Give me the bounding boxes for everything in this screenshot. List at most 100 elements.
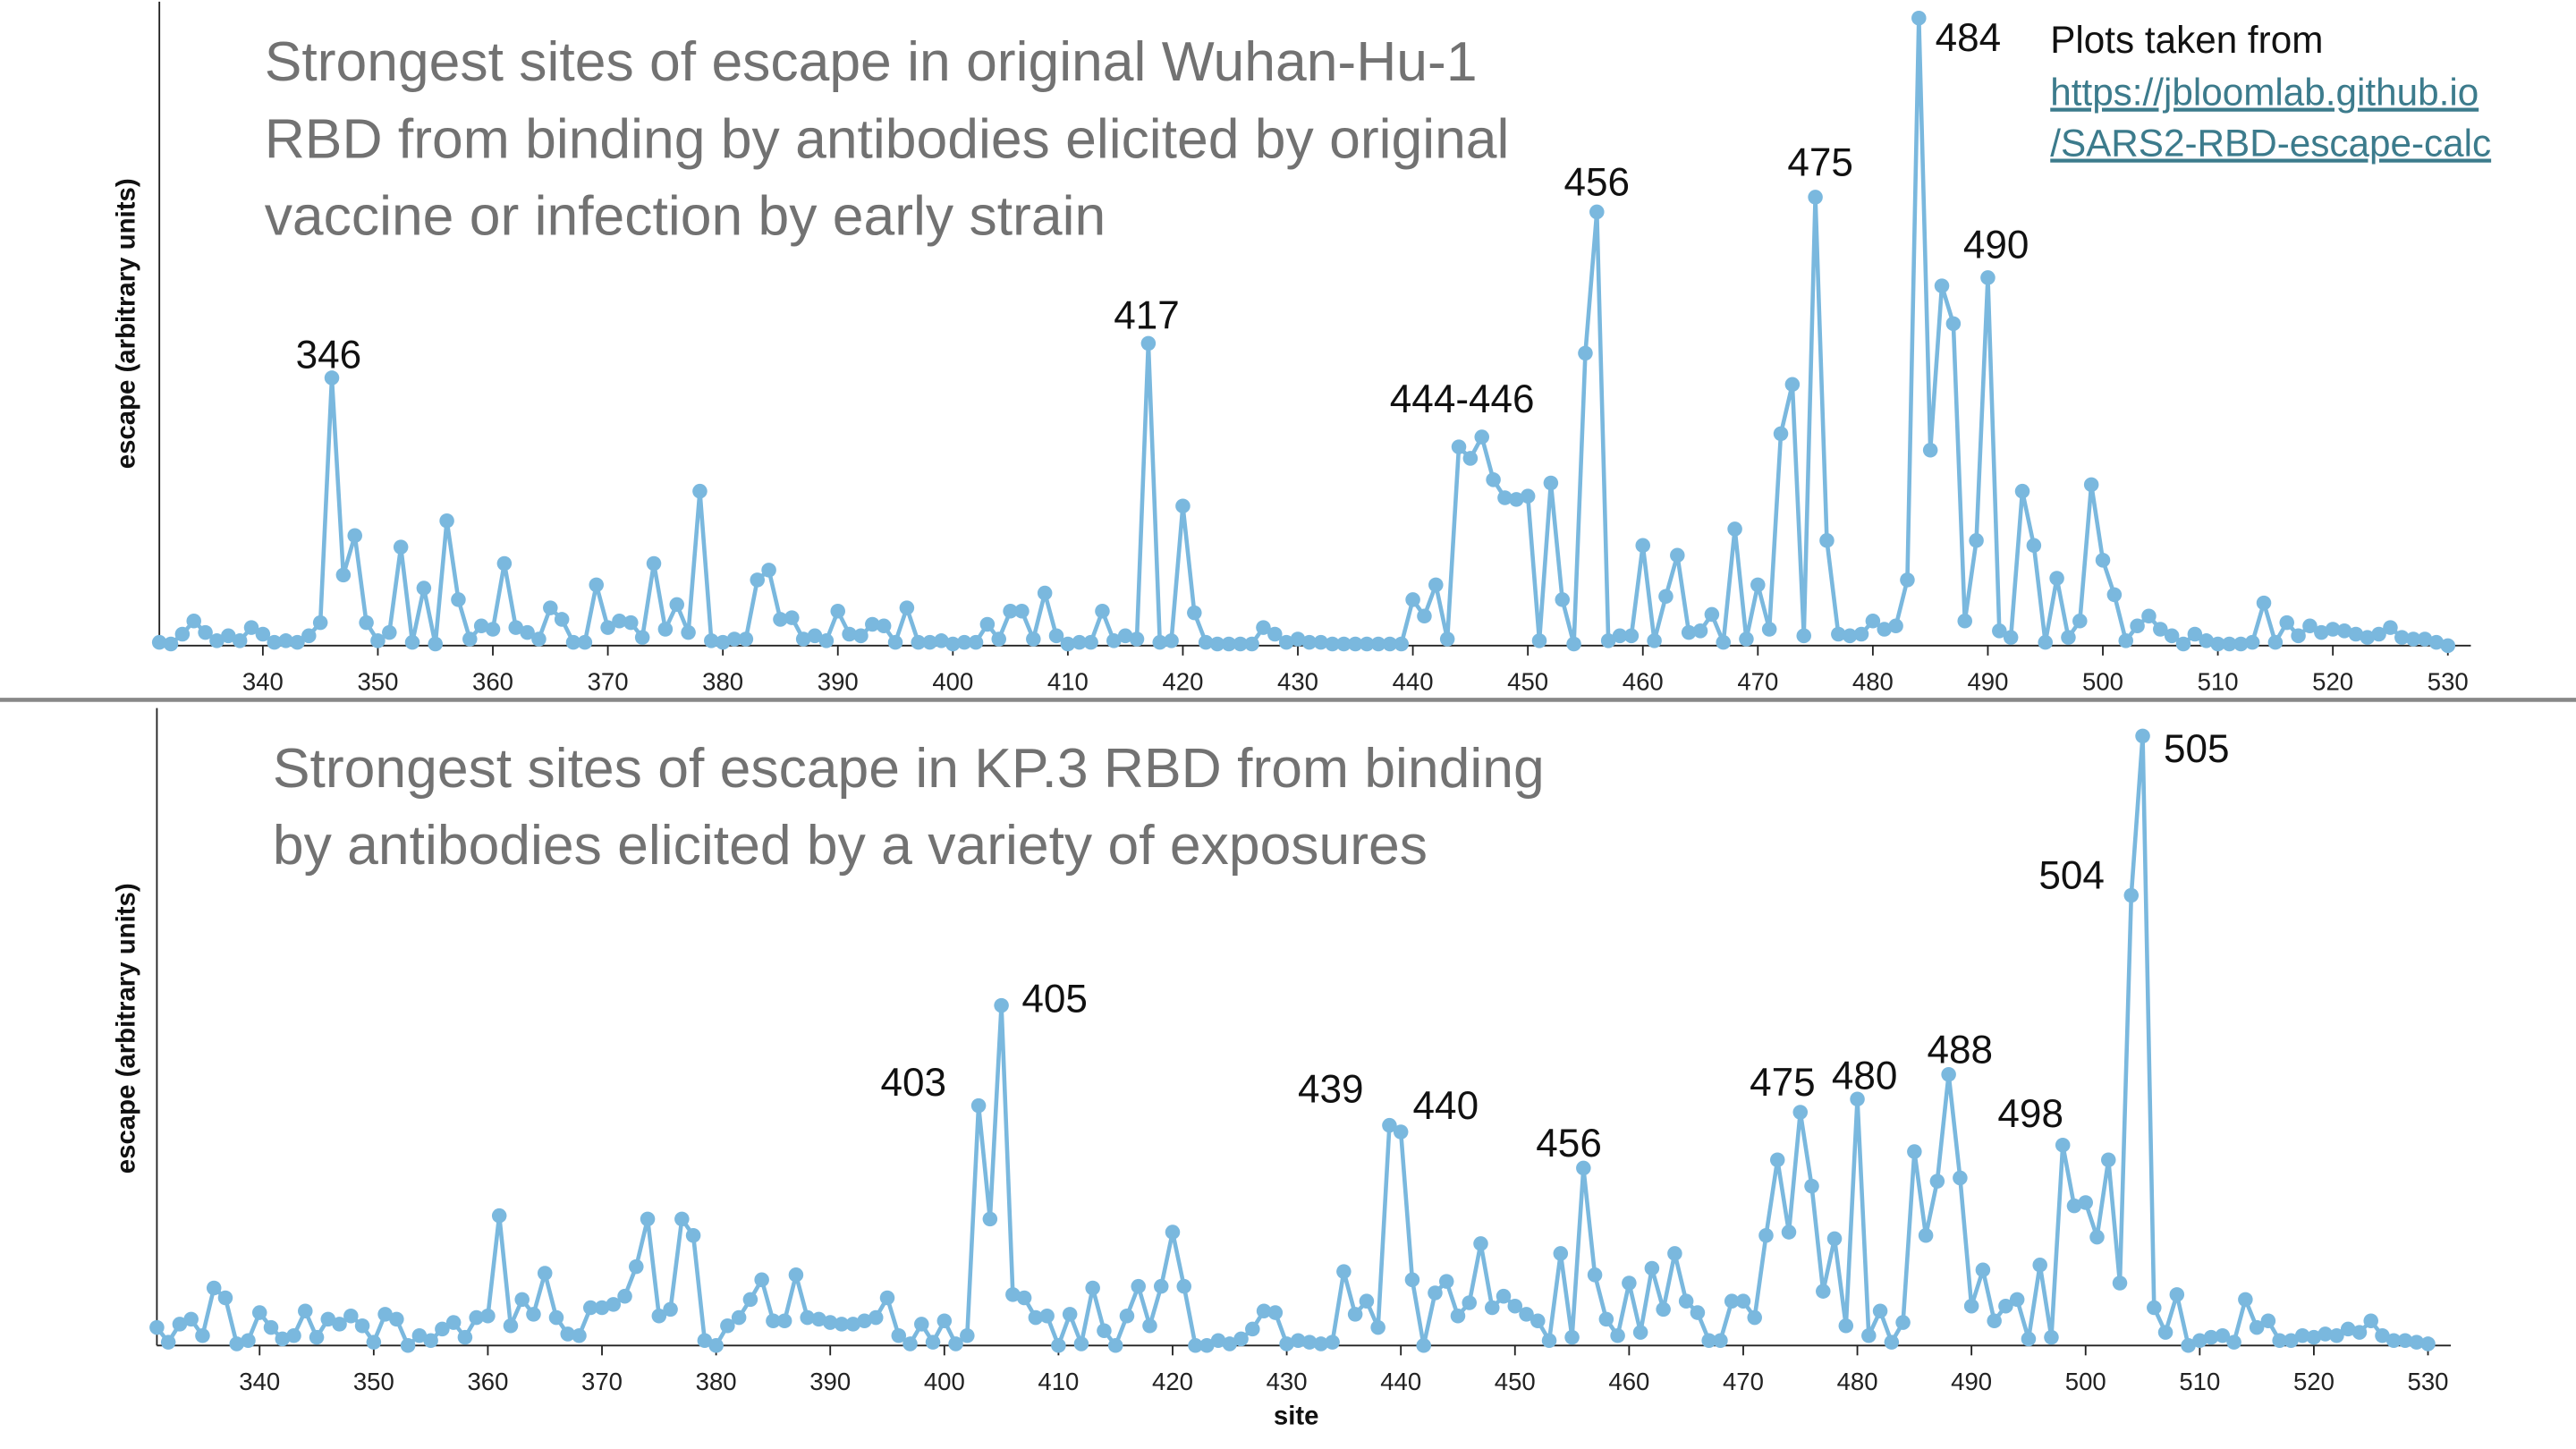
point — [1877, 622, 1892, 637]
point — [876, 618, 892, 634]
point — [899, 600, 915, 615]
point — [865, 616, 880, 632]
x-tick-label: 390 — [809, 1368, 851, 1395]
point — [2175, 636, 2191, 652]
point — [1888, 618, 1903, 634]
point — [1359, 1293, 1375, 1309]
point — [451, 592, 466, 607]
x-tick-label: 500 — [2082, 667, 2123, 695]
point — [1578, 345, 1593, 361]
point — [1992, 623, 2007, 639]
point — [945, 636, 961, 652]
point — [2238, 1292, 2253, 1308]
point — [2302, 618, 2318, 634]
point — [172, 1317, 188, 1332]
point — [2032, 1258, 2047, 1273]
x-tick-label: 370 — [581, 1368, 623, 1395]
x-tick-label: 370 — [588, 667, 629, 695]
point — [2340, 1321, 2356, 1337]
point — [404, 634, 420, 650]
point — [1005, 1287, 1021, 1302]
point — [960, 1328, 975, 1343]
point — [2294, 1328, 2310, 1343]
x-tick-label: 360 — [467, 1368, 508, 1395]
point — [2267, 634, 2284, 650]
point — [1553, 1246, 1569, 1261]
point — [1635, 538, 1650, 554]
point — [209, 633, 225, 648]
point — [1895, 1315, 1911, 1330]
point — [979, 616, 996, 632]
point — [1727, 521, 1742, 537]
site-annotation: 498 — [1997, 1092, 2063, 1136]
point — [1865, 614, 1881, 629]
point — [572, 1328, 587, 1343]
point — [708, 1338, 724, 1353]
point — [640, 1211, 656, 1227]
site-annotation: 490 — [1963, 223, 2029, 267]
point — [1188, 1338, 1203, 1353]
point — [1735, 1293, 1751, 1309]
point — [1929, 1174, 1945, 1189]
point — [1462, 1295, 1478, 1310]
point — [491, 1208, 507, 1224]
x-tick-label: 460 — [1608, 1368, 1649, 1395]
site-annotation: 439 — [1298, 1067, 1364, 1111]
point — [750, 572, 765, 588]
point — [968, 634, 984, 650]
point — [1484, 1300, 1500, 1316]
point — [2003, 630, 2019, 645]
point — [2044, 1329, 2059, 1345]
point — [697, 1333, 713, 1349]
point — [1819, 533, 1835, 548]
point — [1290, 631, 1306, 647]
point — [1934, 278, 1950, 293]
point — [520, 624, 535, 640]
point — [617, 1288, 632, 1304]
point — [267, 634, 282, 650]
x-tick-label: 350 — [357, 667, 398, 695]
point — [1713, 1333, 1728, 1349]
point — [623, 614, 639, 631]
point — [879, 1290, 895, 1306]
point — [1969, 533, 1984, 548]
point — [2135, 728, 2150, 744]
point — [2130, 618, 2145, 634]
point — [629, 1258, 644, 1275]
point — [1301, 634, 1318, 650]
point — [1941, 1066, 1956, 1082]
point — [1520, 488, 1536, 504]
point — [1541, 1333, 1557, 1349]
point — [1761, 622, 1777, 637]
point — [2440, 638, 2455, 654]
point — [400, 1338, 416, 1353]
x-tick-label: 410 — [1038, 1368, 1079, 1395]
point — [1922, 443, 1938, 458]
point — [1957, 614, 1972, 629]
point — [514, 1292, 530, 1308]
point — [1701, 1333, 1716, 1349]
point — [1107, 1338, 1123, 1353]
point — [1222, 1336, 1238, 1352]
x-tick-label: 410 — [1047, 667, 1089, 695]
point — [1245, 1321, 1260, 1337]
point — [335, 567, 352, 583]
point — [1826, 1231, 1843, 1247]
site-annotation: 488 — [1927, 1028, 1993, 1072]
point — [1382, 1117, 1397, 1133]
point — [2405, 631, 2421, 647]
point — [1804, 1178, 1819, 1194]
site-annotation: 475 — [1787, 141, 1853, 185]
site-annotation: 505 — [2164, 727, 2230, 771]
point — [473, 618, 489, 634]
chart-title: RBD from binding by antibodies elicited … — [265, 107, 1510, 170]
point — [1473, 1236, 1488, 1251]
point — [1980, 270, 1996, 285]
source-link[interactable]: https://jbloomlab.github.io — [2050, 72, 2479, 114]
point — [761, 563, 776, 578]
point — [1496, 1288, 1512, 1304]
source-link[interactable]: /SARS2-RBD-escape-calc — [2050, 122, 2491, 164]
point — [2066, 1198, 2082, 1214]
x-tick-label: 520 — [2312, 667, 2353, 695]
